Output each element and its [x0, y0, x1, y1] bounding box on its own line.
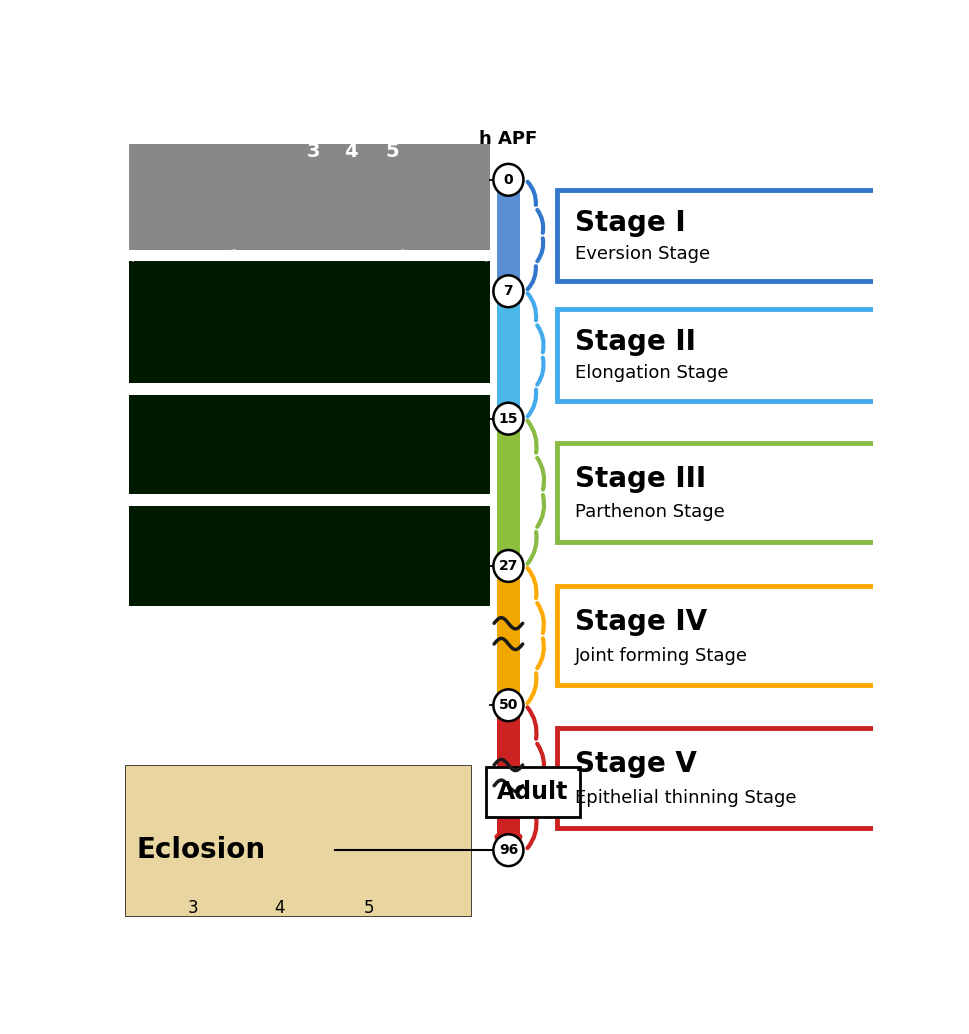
Text: 5: 5	[385, 143, 398, 161]
Circle shape	[493, 834, 523, 866]
Circle shape	[493, 403, 523, 434]
FancyBboxPatch shape	[556, 728, 884, 827]
Bar	[125, 765, 470, 916]
Text: 27: 27	[498, 559, 517, 573]
FancyBboxPatch shape	[485, 767, 579, 817]
Bar	[496, 566, 519, 705]
Circle shape	[493, 690, 523, 722]
Bar	[496, 419, 519, 566]
Text: Stage I: Stage I	[574, 209, 684, 237]
Bar	[129, 144, 489, 250]
Bar	[129, 395, 489, 494]
Text: Epithelial thinning Stage: Epithelial thinning Stage	[574, 789, 796, 807]
Circle shape	[493, 275, 523, 307]
Text: Parthenon Stage: Parthenon Stage	[574, 504, 724, 521]
Text: Elongation Stage: Elongation Stage	[574, 364, 728, 383]
Circle shape	[493, 163, 523, 195]
Text: 3: 3	[306, 143, 320, 161]
Text: Stage III: Stage III	[574, 464, 705, 492]
Text: 4: 4	[343, 143, 357, 161]
Bar	[129, 261, 489, 383]
Text: Eclosion: Eclosion	[136, 837, 266, 864]
Text: Stage IV: Stage IV	[574, 608, 706, 636]
Text: Eversion Stage: Eversion Stage	[574, 245, 709, 263]
Text: 5: 5	[363, 900, 374, 917]
Bar	[129, 507, 489, 606]
Text: 4: 4	[273, 900, 284, 917]
Text: Adult: Adult	[497, 780, 568, 804]
FancyBboxPatch shape	[556, 309, 884, 401]
Text: 0: 0	[503, 173, 513, 187]
Text: 50: 50	[498, 698, 517, 712]
FancyBboxPatch shape	[556, 443, 884, 542]
Bar	[496, 292, 519, 419]
Circle shape	[493, 550, 523, 582]
Bar	[496, 705, 519, 850]
Text: Stage V: Stage V	[574, 750, 696, 778]
Text: Stage II: Stage II	[574, 329, 695, 357]
Text: h APF: h APF	[479, 130, 537, 148]
Text: 96: 96	[498, 843, 517, 857]
Text: 3: 3	[187, 900, 198, 917]
Text: 7: 7	[503, 284, 513, 298]
Text: 15: 15	[498, 412, 517, 426]
FancyBboxPatch shape	[556, 586, 884, 686]
Bar	[496, 180, 519, 292]
FancyBboxPatch shape	[556, 190, 884, 281]
Text: Joint forming Stage: Joint forming Stage	[574, 647, 747, 665]
